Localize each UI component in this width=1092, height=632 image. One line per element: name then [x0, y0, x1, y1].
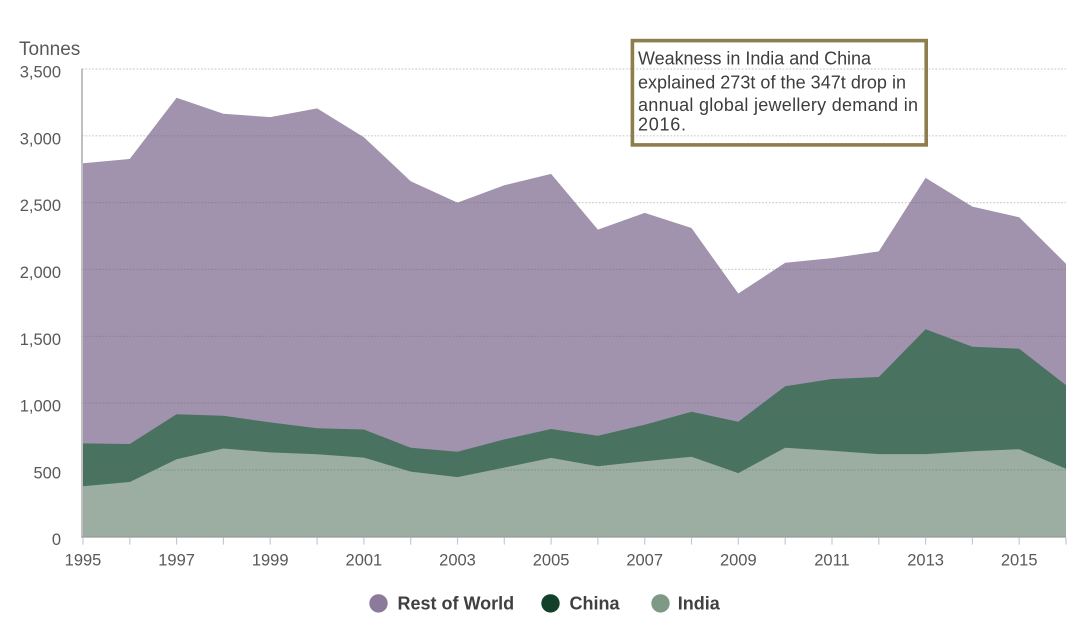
- svg-text:China: China: [570, 594, 621, 614]
- svg-text:2,000: 2,000: [20, 264, 61, 282]
- svg-text:Rest of World: Rest of World: [398, 594, 515, 614]
- svg-text:2009: 2009: [720, 552, 757, 570]
- svg-text:1997: 1997: [158, 552, 195, 570]
- svg-text:explained 273t of the 347t dro: explained 273t of the 347t drop in: [638, 73, 906, 93]
- svg-text:India: India: [678, 594, 721, 614]
- svg-text:Tonnes: Tonnes: [19, 39, 80, 60]
- svg-text:1999: 1999: [252, 552, 289, 570]
- svg-text:3,500: 3,500: [20, 64, 61, 82]
- svg-text:2016.: 2016.: [638, 115, 686, 135]
- svg-text:2003: 2003: [439, 552, 476, 570]
- svg-text:500: 500: [33, 464, 61, 482]
- svg-text:2011: 2011: [814, 552, 849, 570]
- svg-text:1995: 1995: [65, 552, 102, 570]
- svg-text:2001: 2001: [346, 552, 383, 570]
- svg-text:2013: 2013: [907, 552, 944, 570]
- svg-text:2005: 2005: [533, 552, 570, 570]
- svg-text:1,500: 1,500: [20, 331, 61, 349]
- svg-text:1,000: 1,000: [20, 398, 61, 416]
- svg-text:0: 0: [52, 531, 61, 549]
- svg-text:3,000: 3,000: [20, 130, 61, 148]
- svg-text:2,500: 2,500: [20, 197, 61, 215]
- svg-text:annual global jewellery demand: annual global jewellery demand in: [638, 95, 918, 115]
- svg-text:2015: 2015: [1001, 552, 1038, 570]
- svg-text:2007: 2007: [626, 552, 663, 570]
- svg-text:Weakness in India and China: Weakness in India and China: [638, 49, 872, 69]
